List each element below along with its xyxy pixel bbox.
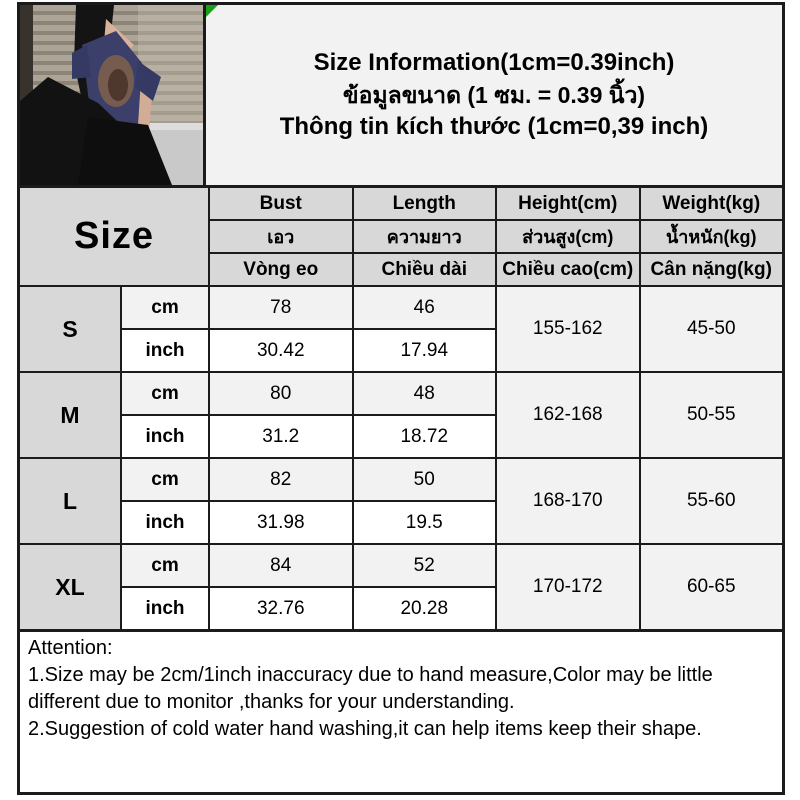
s-bust-cm: 78 (210, 287, 352, 328)
m-weight: 50-55 (640, 373, 782, 457)
l-height: 168-170 (497, 459, 639, 543)
size-corner-header: Size (20, 188, 208, 285)
xl-weight: 60-65 (640, 545, 782, 629)
size-chart-card: Size Information(1cm=0.39inch) ข้อมูลขนา… (17, 2, 785, 795)
attention-note-2: 2.Suggestion of cold water hand washing,… (28, 718, 702, 740)
top-section: Size Information(1cm=0.39inch) ข้อมูลขนา… (20, 5, 782, 188)
xl-bust-inch: 32.76 (210, 588, 352, 629)
unit-inch: inch (122, 416, 208, 457)
m-length-cm: 48 (353, 373, 495, 414)
size-label-s: S (20, 287, 120, 371)
l-weight: 55-60 (640, 459, 782, 543)
l-length-inch: 19.5 (353, 502, 495, 543)
s-height: 155-162 (497, 287, 639, 371)
unit-cm: cm (122, 459, 208, 500)
col-header-bust-th: เอว (210, 221, 352, 252)
title-english: Size Information(1cm=0.39inch) (313, 49, 675, 76)
l-bust-inch: 31.98 (210, 502, 352, 543)
size-label-m: M (20, 373, 120, 457)
unit-cm: cm (122, 287, 208, 328)
size-label-xl: XL (20, 545, 120, 629)
title-area: Size Information(1cm=0.39inch) ข้อมูลขนา… (206, 5, 782, 185)
col-header-height-en: Height(cm) (497, 188, 639, 219)
model-photo-illustration (20, 5, 203, 185)
xl-length-inch: 20.28 (353, 588, 495, 629)
m-length-inch: 18.72 (353, 416, 495, 457)
s-bust-inch: 30.42 (210, 330, 352, 371)
s-weight: 45-50 (640, 287, 782, 371)
green-corner-flag-icon (206, 5, 218, 17)
attention-heading: Attention: (28, 637, 113, 659)
col-header-weight-th: น้ำหนัก(kg) (640, 221, 782, 252)
xl-bust-cm: 84 (210, 545, 352, 586)
m-bust-cm: 80 (210, 373, 352, 414)
col-header-height-th: ส่วนสูง(cm) (497, 221, 639, 252)
col-header-height-vi: Chiều cao(cm) (497, 254, 639, 285)
attention-note-1: 1.Size may be 2cm/1inch inaccuracy due t… (28, 664, 713, 713)
xl-height: 170-172 (497, 545, 639, 629)
unit-cm: cm (122, 545, 208, 586)
col-header-weight-vi: Cân nặng(kg) (640, 254, 782, 285)
attention-section: Attention: 1.Size may be 2cm/1inch inacc… (20, 629, 782, 792)
m-bust-inch: 31.2 (210, 416, 352, 457)
m-height: 162-168 (497, 373, 639, 457)
title-thai: ข้อมูลขนาด (1 ซม. = 0.39 นิ้ว) (342, 82, 646, 108)
unit-inch: inch (122, 588, 208, 629)
l-bust-cm: 82 (210, 459, 352, 500)
l-length-cm: 50 (353, 459, 495, 500)
unit-cm: cm (122, 373, 208, 414)
col-header-bust-vi: Vòng eo (210, 254, 352, 285)
unit-inch: inch (122, 330, 208, 371)
unit-inch: inch (122, 502, 208, 543)
size-label-l: L (20, 459, 120, 543)
col-header-bust-en: Bust (210, 188, 352, 219)
col-header-length-th: ความยาว (353, 221, 495, 252)
col-header-length-en: Length (353, 188, 495, 219)
xl-length-cm: 52 (353, 545, 495, 586)
product-photo (20, 5, 206, 185)
size-table: Size Bust Length Height(cm) Weight(kg) เ… (20, 188, 782, 629)
title-vietnamese: Thông tin kích thước (1cm=0,39 inch) (279, 113, 709, 140)
s-length-cm: 46 (353, 287, 495, 328)
s-length-inch: 17.94 (353, 330, 495, 371)
col-header-length-vi: Chiều dài (353, 254, 495, 285)
col-header-weight-en: Weight(kg) (640, 188, 782, 219)
